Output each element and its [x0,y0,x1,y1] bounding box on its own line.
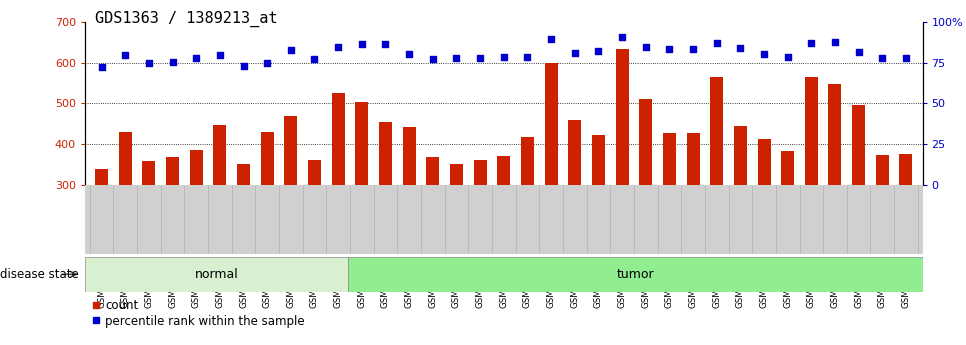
Point [685,46,700,51]
Bar [166,157,179,185]
Point [520,54,535,60]
Bar [142,161,156,185]
Point [141,60,156,66]
Point [330,44,346,49]
Bar [85,257,348,292]
Point [614,34,630,39]
Point [378,41,393,46]
Text: normal: normal [195,268,239,281]
Point [118,52,133,58]
Text: disease state: disease state [0,268,79,281]
Bar [95,169,108,185]
Point [590,48,606,53]
Point [283,47,298,53]
Bar [473,160,487,185]
Point [188,55,204,61]
Point [355,41,370,47]
Bar [805,77,818,185]
Point [165,59,181,65]
Bar [663,133,676,185]
Bar [639,99,652,185]
Point [638,44,653,49]
Bar [450,164,463,185]
Point [94,64,109,70]
Point [402,51,417,57]
Point [756,51,772,56]
Bar [710,77,724,185]
Bar [852,105,866,185]
Bar [829,84,841,185]
Bar [119,132,131,185]
Bar [497,156,510,185]
Bar [687,133,699,185]
Point [780,54,795,60]
Point [732,45,748,51]
Bar [734,126,747,185]
Point [449,55,465,61]
Bar [348,257,923,292]
Bar [403,127,415,185]
Legend: count, percentile rank within the sample: count, percentile rank within the sample [91,299,304,327]
Point [898,55,914,61]
Point [497,55,512,60]
Bar [355,102,368,185]
Bar [615,49,629,185]
Point [567,50,582,56]
Point [662,46,677,51]
Bar [426,157,440,185]
Bar [545,63,557,185]
Bar [237,164,250,185]
Point [827,39,842,45]
Bar [308,160,321,185]
Bar [189,150,203,185]
Bar [899,154,913,185]
Bar [521,137,534,185]
Point [472,55,488,60]
Bar [568,120,582,185]
Bar [781,151,794,185]
Bar [261,132,273,185]
Point [307,56,323,62]
Point [804,40,819,46]
Point [213,52,228,58]
Point [709,40,724,46]
Point [236,63,251,69]
Point [874,55,890,60]
Point [851,49,867,55]
Text: GDS1363 / 1389213_at: GDS1363 / 1389213_at [95,10,277,27]
Point [425,56,440,61]
Point [543,36,558,41]
Bar [592,135,605,185]
Point [260,60,275,66]
Bar [876,155,889,185]
Bar [379,122,392,185]
Text: tumor: tumor [616,268,654,281]
Bar [284,116,298,185]
Bar [331,93,345,185]
Bar [757,139,771,185]
Bar [213,125,226,185]
